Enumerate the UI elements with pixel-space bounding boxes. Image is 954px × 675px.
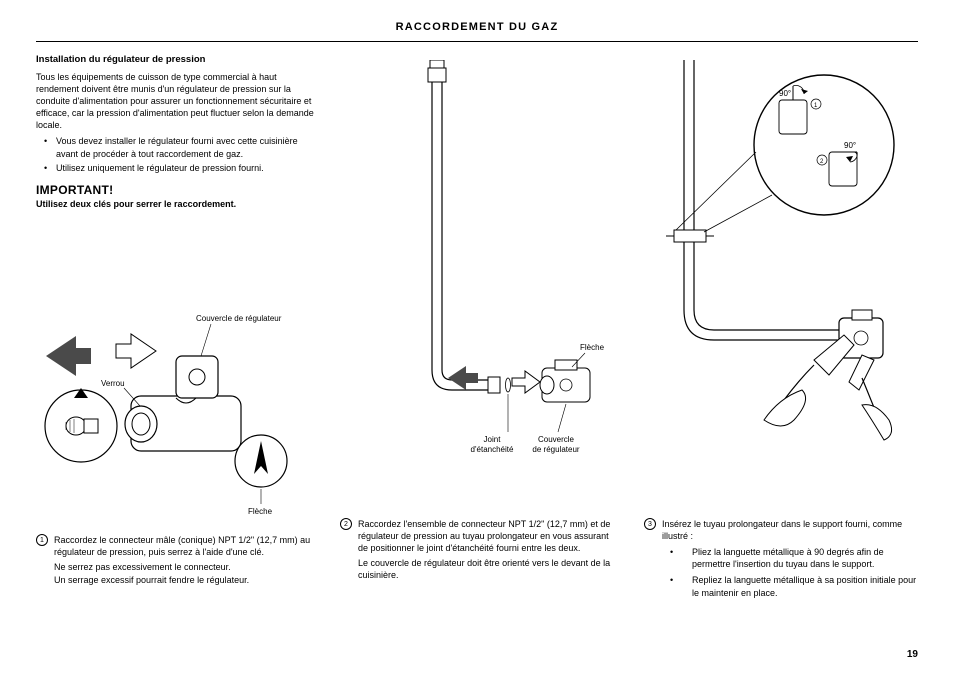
label-regcover-1: Couvercle	[538, 435, 575, 444]
seal-icon	[506, 378, 511, 392]
step-1-sub2: Un serrage excessif pourrait fendre le r…	[54, 574, 316, 586]
connector-icon	[66, 417, 98, 435]
intro-heading: Installation du régulateur de pression	[36, 54, 316, 67]
extension-pipe-icon	[428, 60, 500, 393]
intro-body: Tous les équipements de cuisson de type …	[36, 71, 316, 132]
diagram-3: 90° 1 90° 2	[644, 60, 924, 510]
step-3-list: 3 Insérez le tuyau prolongateur dans le …	[644, 518, 924, 599]
step-1-text: Raccordez le connecteur mâle (conique) N…	[54, 535, 310, 557]
arrow-right-icon	[46, 336, 91, 376]
step-2-text: Raccordez l'ensemble de connecteur NPT 1…	[358, 519, 610, 553]
intro-bullet: Utilisez uniquement le régulateur de pre…	[48, 162, 316, 174]
step-3-text: Insérez le tuyau prolongateur dans le su…	[662, 519, 902, 541]
step-3: 3 Insérez le tuyau prolongateur dans le …	[644, 518, 924, 599]
intro-bullets: Vous devez installer le régulateur fourn…	[36, 135, 316, 173]
diagram-2: Joint d'étanchéité Couvercle de régulate…	[340, 60, 620, 510]
arrow-left-icon	[116, 334, 156, 368]
step-3-bullet: Pliez la languette métallique à 90 degré…	[674, 546, 924, 570]
important-heading: IMPORTANT!	[36, 182, 316, 198]
label-arrow-2: Flèche	[580, 343, 605, 352]
main-columns: Installation du régulateur de pression T…	[36, 54, 918, 603]
step-number-icon: 3	[644, 518, 656, 530]
step-1-list: 1 Raccordez le connecteur mâle (conique)…	[36, 534, 316, 586]
column-1: Installation du régulateur de pression T…	[36, 54, 316, 603]
label-regcover-2: de régulateur	[532, 445, 579, 454]
label-arrow: Flèche	[248, 507, 273, 516]
column-3: 90° 1 90° 2	[644, 54, 924, 603]
step-3-bullet: Repliez la languette métallique à sa pos…	[674, 574, 924, 598]
step-number-icon: 2	[340, 518, 352, 530]
label-angle-1: 90°	[779, 89, 791, 98]
intro-bullet: Vous devez installer le régulateur fourn…	[48, 135, 316, 159]
diagram-1: Couvercle de régulateur	[36, 216, 316, 526]
page-title: RACCORDEMENT DU GAZ	[36, 20, 918, 41]
label-seal-2: d'étanchéité	[471, 445, 514, 454]
page-number: 19	[907, 648, 918, 662]
arrow-indicator-icon	[235, 435, 287, 487]
label-lock: Verrou	[101, 379, 125, 388]
label-regulator-cover: Couvercle de régulateur	[196, 314, 282, 323]
column-2: Joint d'étanchéité Couvercle de régulate…	[340, 54, 620, 603]
step-2: 2 Raccordez l'ensemble de connecteur NPT…	[340, 518, 620, 582]
regulator-icon	[124, 356, 241, 451]
step-1: 1 Raccordez le connecteur mâle (conique)…	[36, 534, 316, 586]
important-sub: Utilisez deux clés pour serrer le raccor…	[36, 198, 316, 210]
step-1-sub1: Ne serrez pas excessivement le connecteu…	[54, 561, 316, 573]
regulator-small-icon	[540, 360, 590, 402]
step-2-sub1: Le couvercle de régulateur doit être ori…	[358, 557, 620, 581]
horizontal-rule	[36, 41, 918, 42]
detail-circle-icon: 90° 1 90° 2	[676, 75, 894, 232]
arrow-left-icon	[512, 371, 540, 393]
step-number-icon: 1	[36, 534, 48, 546]
label-angle-2: 90°	[844, 141, 856, 150]
step-2-list: 2 Raccordez l'ensemble de connecteur NPT…	[340, 518, 620, 582]
arrow-right-icon	[448, 366, 478, 390]
label-seal-1: Joint	[484, 435, 502, 444]
